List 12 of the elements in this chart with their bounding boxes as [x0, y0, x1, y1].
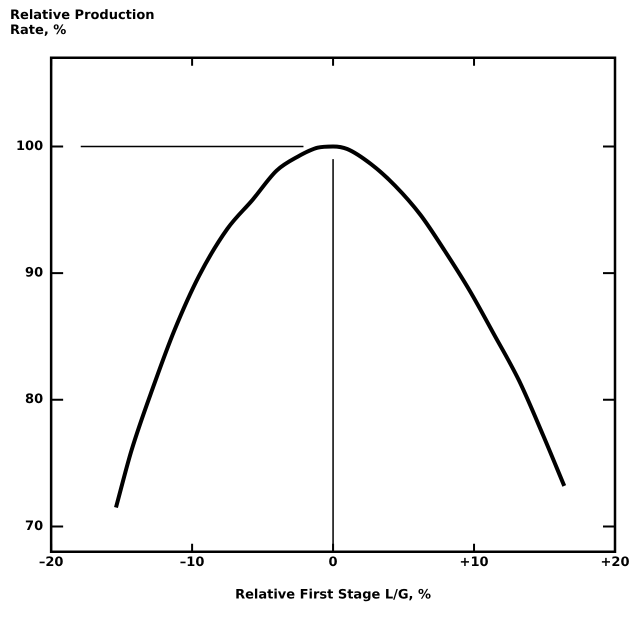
x-tick-label: –20 — [38, 554, 64, 570]
x-axis-title: Relative First Stage L/G, % — [235, 588, 432, 603]
x-tick-label: –10 — [180, 554, 204, 570]
y-tick-label: 90 — [25, 266, 44, 281]
y-axis-title: Relative Production Rate, % — [10, 8, 156, 40]
line-series — [114, 144, 566, 510]
y-tick-label: 100 — [16, 138, 44, 154]
x-tick-label: 0 — [328, 554, 338, 570]
x-tick-label: +10 — [460, 554, 489, 570]
y-tick-label: 70 — [25, 518, 44, 534]
x-tick-label: +20 — [600, 554, 630, 570]
y-tick-label: 80 — [25, 392, 44, 408]
